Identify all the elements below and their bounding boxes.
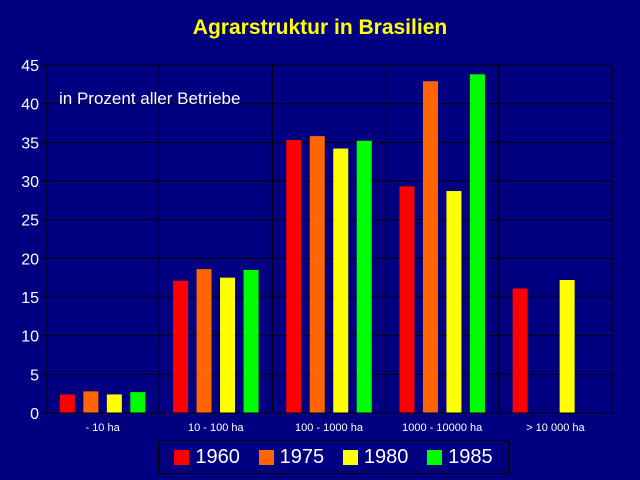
bar-1975	[83, 391, 99, 413]
legend-swatch	[258, 449, 274, 465]
legend: 1960 1975 1980 1985	[158, 440, 509, 474]
bar-1985	[130, 392, 146, 413]
legend-item: 1985	[427, 446, 493, 469]
legend-swatch	[174, 449, 190, 465]
bar-1985	[356, 140, 372, 413]
y-tick-label: 15	[21, 290, 39, 307]
y-tick-label: 30	[21, 174, 39, 191]
bar-1975	[309, 136, 325, 413]
bar-1960	[512, 288, 528, 413]
y-tick-label: 45	[21, 58, 39, 75]
x-tick-label: - 10 ha	[85, 422, 120, 434]
y-tick-label: 5	[30, 367, 39, 384]
bar-1980	[333, 148, 349, 413]
chart-annotation: in Prozent aller Betriebe	[59, 89, 240, 108]
bar-1960	[59, 394, 75, 413]
legend-swatch	[342, 449, 358, 465]
bar-1980	[446, 191, 462, 413]
legend-label: 1960	[195, 445, 240, 468]
bar-1975	[196, 269, 212, 413]
legend-item: 1980	[342, 445, 409, 469]
bar-1960	[173, 280, 189, 413]
y-tick-label: 0	[30, 406, 39, 423]
y-tick-label: 25	[21, 213, 39, 230]
y-tick-label: 35	[21, 135, 39, 152]
chart-title: Agrarstruktur in Brasilien	[192, 16, 448, 39]
bar-1985	[243, 269, 259, 413]
x-tick-label: 100 - 1000 ha	[295, 422, 364, 434]
legend-item: 1960	[174, 446, 240, 469]
bar-1980	[106, 394, 122, 413]
legend-label: 1980	[363, 445, 409, 468]
bars-layer	[59, 74, 575, 414]
y-tick-label: 10	[21, 329, 39, 346]
bar-1960	[399, 186, 415, 413]
legend-label: 1985	[448, 445, 493, 468]
bar-1975	[422, 81, 438, 414]
bar-1980	[559, 279, 575, 413]
legend-item: 1975	[258, 445, 325, 469]
legend-swatch	[427, 449, 443, 465]
bar-1960	[286, 140, 302, 413]
bar-1985	[469, 74, 485, 413]
y-tick-label: 40	[21, 97, 39, 114]
x-tick-label: > 10 000 ha	[526, 422, 585, 434]
x-tick-label: 1000 - 10000 ha	[402, 422, 483, 434]
y-tick-label: 20	[21, 251, 39, 268]
legend-label: 1975	[279, 445, 325, 468]
bar-1980	[220, 277, 236, 413]
x-tick-label: 10 - 100 ha	[188, 422, 245, 434]
axis-layer: 0 5 10 15 20 25 30 35 40 45 - 10 ha 10 - 100 ha 100 …	[21, 58, 612, 434]
